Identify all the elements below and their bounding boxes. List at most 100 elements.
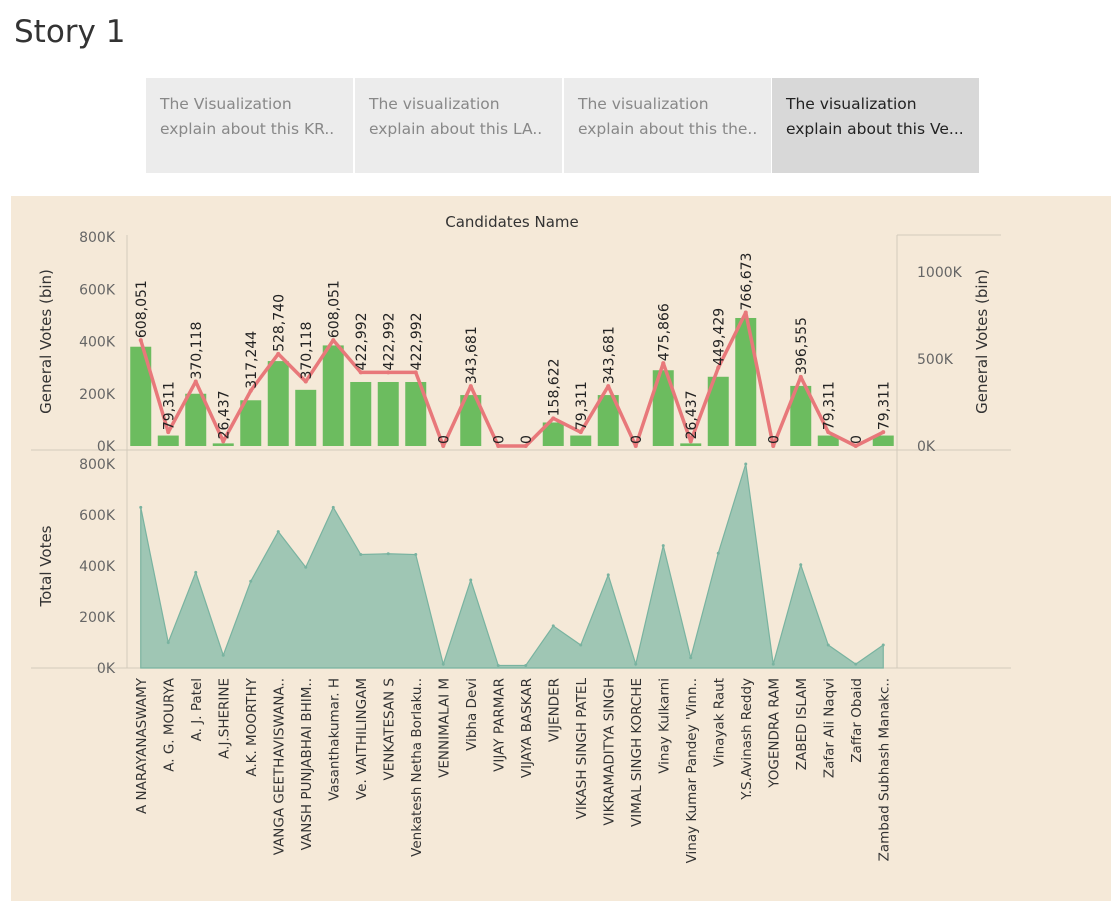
- y-axis-title-right: General Votes (bin): [973, 269, 991, 414]
- area-point: [579, 643, 583, 647]
- category-label: A. J. Patel: [189, 678, 205, 741]
- category-label: A.J.SHERINE: [216, 678, 232, 759]
- data-label: 422,992: [409, 312, 425, 370]
- y-tick-label: 400K: [79, 335, 116, 351]
- category-label: Ve. VAITHILINGAM: [354, 678, 370, 800]
- story-point-1-line2: explain about this KR..: [160, 120, 335, 138]
- general-votes-bar: [735, 317, 757, 446]
- category-label: Vinay Kumar Pandey 'Vinn..: [684, 678, 700, 863]
- data-label: 766,673: [739, 253, 755, 311]
- story-point-3-line1: The visualization: [578, 95, 709, 113]
- data-label: 608,051: [326, 280, 342, 338]
- area-point: [496, 663, 500, 667]
- line-point: [303, 379, 308, 384]
- category-label: VANSH PUNJABHAI BHIM..: [299, 678, 315, 850]
- area-y-tick-label: 0K: [97, 661, 116, 677]
- general-votes-bar: [790, 385, 812, 446]
- data-label: 26,437: [684, 390, 700, 439]
- area-point: [881, 643, 885, 647]
- data-label: 26,437: [216, 390, 232, 439]
- area-point: [166, 641, 170, 644]
- line-point: [771, 444, 776, 448]
- general-votes-bar: [872, 435, 894, 446]
- category-label: A.K. MOORTHY: [244, 677, 260, 776]
- line-point: [221, 439, 226, 444]
- line-point: [386, 370, 391, 375]
- line-point: [166, 430, 171, 435]
- y-tick-label: 200K: [79, 387, 116, 403]
- category-label: Vinay Kulkarni: [656, 678, 672, 774]
- data-label: 370,118: [299, 322, 315, 380]
- general-votes-bar: [267, 361, 289, 446]
- general-votes-bar: [322, 345, 344, 446]
- line-point: [441, 444, 446, 448]
- general-votes-bar: [707, 376, 729, 446]
- data-label: 370,118: [189, 322, 205, 380]
- story-point-2-line1: The visualization: [369, 95, 500, 113]
- category-label: VIJAYA BASKAR: [519, 678, 535, 778]
- line-point: [523, 444, 528, 448]
- area-point: [826, 643, 830, 647]
- data-label: 343,681: [464, 326, 480, 384]
- data-label: 79,311: [161, 381, 177, 430]
- line-point: [468, 384, 473, 389]
- data-label: 79,311: [821, 381, 837, 430]
- story-point-2[interactable]: The visualization explain about this LA.…: [355, 78, 562, 173]
- category-label: VANGA GEETHAVISWANA..: [271, 678, 287, 855]
- data-label: 79,311: [574, 381, 590, 430]
- story-point-1[interactable]: The Visualization explain about this KR.…: [146, 78, 353, 173]
- area-point: [359, 553, 363, 557]
- story-point-2-line2: explain about this LA..: [369, 120, 543, 138]
- category-label: Vibha Devi: [464, 678, 480, 751]
- category-label: VENKATESAN S: [381, 678, 397, 780]
- x-axis-title: Candidates Name: [445, 213, 579, 231]
- category-label: VIMAL SINGH KORCHE: [629, 678, 645, 827]
- line-point: [881, 430, 886, 435]
- general-votes-bar: [597, 395, 619, 446]
- category-label: Zafar Ali Naqvi: [821, 678, 837, 778]
- area-point: [441, 662, 445, 666]
- line-point: [661, 361, 666, 366]
- area-point: [606, 573, 610, 577]
- general-votes-line: [139, 310, 885, 448]
- category-label: ZABED ISLAM: [794, 678, 810, 770]
- area-point: [854, 662, 858, 666]
- data-label: 0: [491, 435, 507, 444]
- area-point: [634, 662, 638, 666]
- data-label: 0: [519, 435, 535, 444]
- category-label: A NARAYANASWAMY: [134, 677, 150, 814]
- data-label: 79,311: [876, 381, 892, 430]
- y-axis-title-left: General Votes (bin): [37, 269, 55, 414]
- line-point: [193, 379, 198, 384]
- line-point: [248, 388, 253, 393]
- area-point: [221, 653, 225, 657]
- general-votes-bar: [542, 422, 564, 446]
- category-label: YOGENDRA RAM: [766, 678, 782, 789]
- area-y-tick-label: 600K: [79, 508, 116, 524]
- data-label: 158,622: [546, 358, 562, 416]
- data-label: 475,866: [656, 303, 672, 361]
- y-axis-title-total-votes: Total Votes: [37, 525, 55, 607]
- combined-chart[interactable]: Candidates Name General Votes (bin) Genera…: [11, 196, 1111, 901]
- line-point: [743, 310, 748, 315]
- area-point: [689, 656, 693, 660]
- general-votes-bar: [377, 381, 399, 446]
- data-label: 528,740: [271, 294, 287, 352]
- general-votes-bar: [652, 370, 674, 446]
- area-point: [304, 565, 308, 569]
- story-point-4[interactable]: The visualization explain about this Ve.…: [772, 78, 979, 173]
- category-label: Venkatesh Netha Borlaku..: [409, 678, 425, 857]
- area-point: [139, 505, 143, 509]
- category-label: Vasanthakumar. H: [326, 678, 342, 801]
- y-tick-label: 800K: [79, 230, 116, 246]
- story-point-4-line1: The visualization: [786, 95, 917, 113]
- story-point-3[interactable]: The visualization explain about this the…: [564, 78, 771, 173]
- story-title: Story 1: [14, 14, 126, 50]
- line-point: [798, 374, 803, 379]
- area-point: [469, 578, 473, 582]
- y-tick-label: 0K: [97, 439, 116, 455]
- line-point: [276, 351, 281, 356]
- category-label: Y.S.Avinash Reddy: [739, 678, 755, 801]
- story-point-3-line2: explain about this the..: [578, 120, 758, 138]
- category-label: Vinayak Raut: [711, 678, 727, 767]
